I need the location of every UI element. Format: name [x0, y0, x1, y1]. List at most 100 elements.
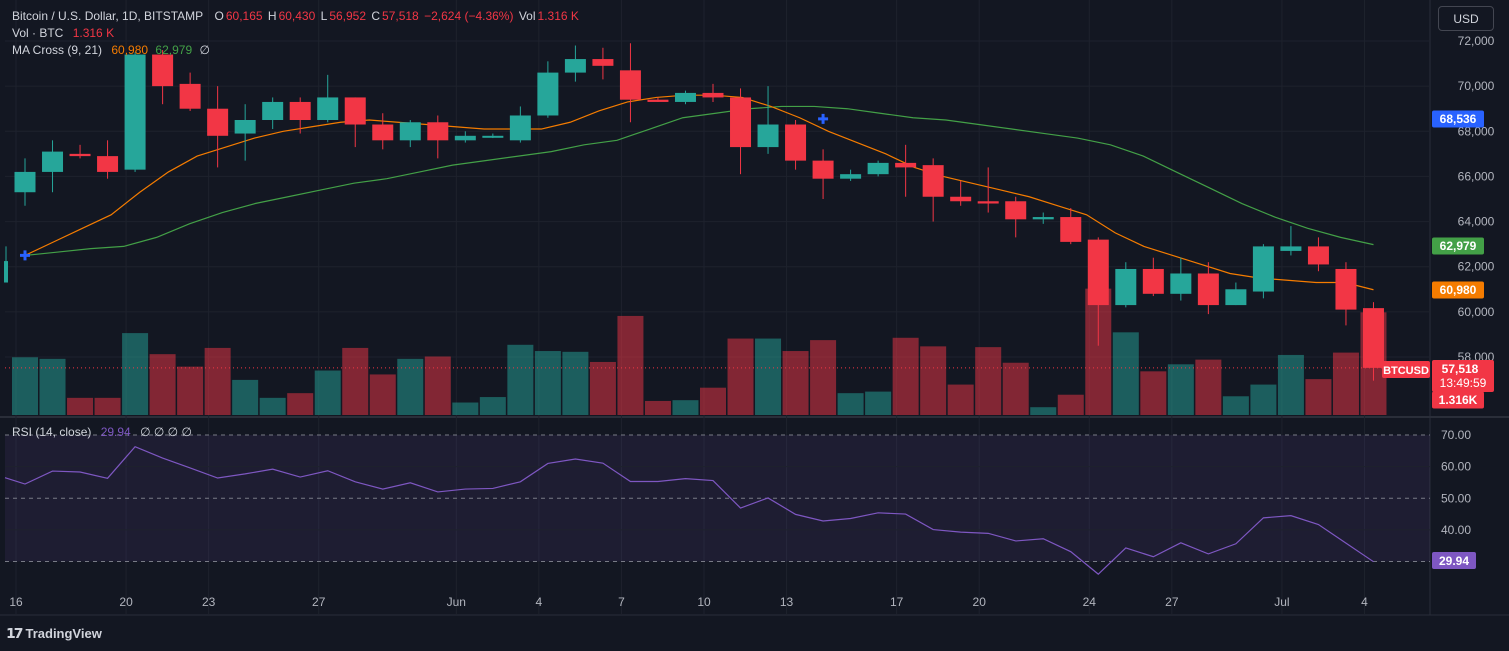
time-tick-label: 7 [618, 595, 625, 609]
rsi-empty-values: ∅ ∅ ∅ ∅ [140, 425, 192, 439]
ma-fast-tag: 60,980 [1440, 283, 1477, 297]
candle-body [674, 92, 696, 102]
rsi-legend[interactable]: RSI (14, close) 29.94 ∅ ∅ ∅ ∅ [12, 425, 194, 440]
volume-bar [534, 351, 561, 415]
volume-bar [920, 346, 947, 415]
volume-bar [1195, 359, 1222, 415]
candle-body [1087, 239, 1109, 306]
candle-body [895, 162, 917, 168]
candle-body [1032, 217, 1054, 220]
currency-button[interactable]: USD [1438, 6, 1494, 31]
volume-bar [424, 356, 451, 415]
volume-tag-bg [1432, 391, 1484, 409]
volume-bar [177, 366, 204, 415]
volume-bar [782, 351, 809, 415]
volume-bar [589, 361, 616, 415]
candle-body [482, 135, 504, 138]
volume-bar [672, 400, 699, 415]
cross-marker-icon [818, 113, 829, 124]
volume-bar [452, 402, 479, 415]
ohlc-high-value: 60,430 [278, 9, 316, 23]
symbol-tag-bg [1382, 361, 1430, 378]
candle-body [1115, 268, 1137, 306]
candle-body [344, 97, 366, 125]
time-tick-label: 10 [697, 595, 711, 609]
cross-price-tag-bg [1432, 110, 1484, 128]
candle-body [234, 120, 256, 134]
candle-body [785, 124, 807, 161]
volume-bar [479, 397, 506, 415]
tradingview-logo[interactable]: 𝟭𝟳 TradingView [6, 625, 102, 642]
candlestick-series [4, 43, 1384, 381]
volume-bar [1332, 352, 1359, 415]
volume-bar [1140, 371, 1167, 415]
ma-slow-tag: 62,979 [1440, 239, 1477, 253]
candle-body [840, 174, 862, 179]
volume-legend[interactable]: Vol · BTC 1.316 K [12, 26, 116, 41]
ma-slow-tag-bg [1432, 237, 1484, 255]
price-tick-label: 62,000 [1458, 260, 1495, 274]
ma-cross-legend[interactable]: MA Cross (9, 21) 60,980 62,979 ∅ [12, 43, 212, 58]
symbol-legend[interactable]: Bitcoin / U.S. Dollar, 1D, BITSTAMP O 60,… [12, 9, 581, 24]
candle-body [1252, 246, 1274, 292]
candle-body [730, 97, 752, 148]
candle-body [1142, 268, 1164, 294]
candle-body [42, 151, 64, 172]
candle-body [1225, 289, 1247, 306]
candle-body [1005, 201, 1027, 220]
volume-bar [727, 338, 754, 415]
candle-body [289, 101, 311, 120]
ohlc-close-key: C [371, 9, 381, 23]
volume-bar [562, 351, 589, 415]
volume-bar [1222, 396, 1249, 415]
candle-body [179, 83, 201, 109]
candle-body [537, 72, 559, 116]
candle-body [647, 99, 669, 102]
candle-body [922, 165, 944, 197]
price-tick-label: 66,000 [1458, 169, 1495, 183]
time-tick-label: Jun [447, 595, 466, 609]
volume-bar [1002, 362, 1029, 415]
ma-fast-line [24, 94, 1374, 291]
price-tick-label: 72,000 [1458, 34, 1495, 48]
volume-bar [1112, 332, 1139, 415]
candle-body [1170, 273, 1192, 294]
volume-bar [1057, 394, 1084, 415]
volume-legend-value: 1.316 K [72, 26, 115, 40]
candle-body [372, 124, 394, 141]
rsi-tick-label: 60.00 [1441, 460, 1471, 474]
time-tick-label: 17 [890, 595, 904, 609]
symbol-tag: BTCUSD [1383, 365, 1429, 377]
volume-bar [1277, 354, 1304, 415]
volume-bar [700, 387, 726, 415]
rsi-value: 29.94 [100, 425, 131, 439]
rsi-pane[interactable]: 70.00 60.00 50.00 40.00 [4, 428, 1471, 575]
price-tick-label: 70,000 [1458, 79, 1495, 93]
ohlc-open-value: 60,165 [225, 9, 263, 23]
rsi-tag: 29.94 [1439, 554, 1469, 568]
volume-bar [39, 358, 66, 415]
candle-body [69, 153, 91, 157]
volume-bar [204, 347, 231, 415]
time-tick-label: Jul [1274, 595, 1289, 609]
time-tick-label: 20 [119, 595, 133, 609]
time-tick-label: 20 [973, 595, 987, 609]
candle-body [399, 122, 421, 141]
volume-bar [149, 354, 176, 415]
ohlc-open-key: O [214, 9, 224, 23]
candle-body [1060, 217, 1082, 242]
time-axis[interactable]: 16 20 23 27 Jun 4 7 10 13 17 20 24 27 Jul 4 [9, 595, 1368, 609]
ma-slow-value: 62,979 [155, 43, 193, 57]
candle-body [97, 156, 119, 172]
time-tick-label: 4 [1361, 595, 1368, 609]
ohlc-high-key: H [267, 9, 277, 23]
volume-bar [314, 370, 341, 415]
candle-body [702, 92, 724, 98]
volume-bar [342, 347, 369, 415]
vol-value: 1.316 K [537, 9, 579, 23]
ma-empty-value: ∅ [199, 43, 210, 57]
volume-bar [369, 374, 396, 415]
volume-bar [122, 333, 149, 415]
